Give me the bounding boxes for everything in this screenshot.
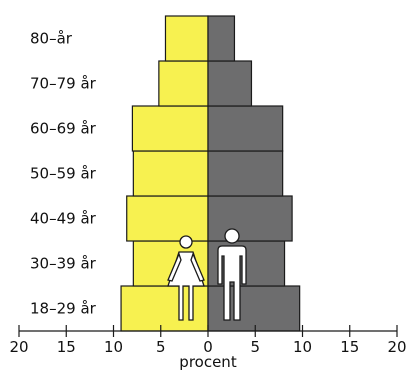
x-tick-label-2: 10: [104, 338, 123, 356]
bar-female-4: [131, 105, 209, 152]
bar-female-5: [158, 60, 209, 107]
bar-female-3: [132, 150, 209, 197]
bar-male-6: [207, 15, 236, 62]
category-label-4: 60–69 år: [30, 120, 97, 138]
bar-male-3: [207, 150, 284, 197]
x-tick-label-1: 15: [57, 338, 76, 356]
bar-male-0: [207, 285, 301, 332]
x-tick-label-5: 5: [250, 338, 260, 356]
x-tick-label-3: 5: [156, 338, 166, 356]
category-label-6: 80–år: [30, 30, 73, 48]
male-figure-icon: [217, 228, 247, 321]
icons-layer: [167, 228, 247, 321]
x-tick-label-0: 20: [9, 338, 28, 356]
category-label-0: 18–29 år: [30, 300, 97, 318]
bar-male-2: [207, 195, 293, 242]
category-label-5: 70–79 år: [30, 75, 97, 93]
category-label-1: 30–39 år: [30, 255, 97, 273]
female-figure-icon: [167, 235, 205, 321]
x-axis: 20 15 10 5 0 5 10 15 20: [9, 325, 407, 356]
bar-female-0: [120, 285, 209, 332]
bar-female-6: [164, 15, 209, 62]
category-label-3: 50–59 år: [30, 165, 97, 183]
category-label-2: 40–49 år: [30, 210, 97, 228]
bar-female-2: [126, 195, 209, 242]
x-axis-label: procent: [179, 353, 237, 371]
bars-layer: [120, 15, 301, 332]
x-tick-label-6: 10: [293, 338, 312, 356]
category-labels: 18–29 år 30–39 år 40–49 år 50–59 år 60–69 år…: [30, 30, 97, 318]
x-tick-label-7: 15: [340, 338, 359, 356]
bar-male-5: [207, 60, 253, 107]
x-tick-label-8: 20: [387, 338, 406, 356]
bar-male-4: [207, 105, 284, 152]
x-tick-label-4: 0: [203, 338, 213, 356]
